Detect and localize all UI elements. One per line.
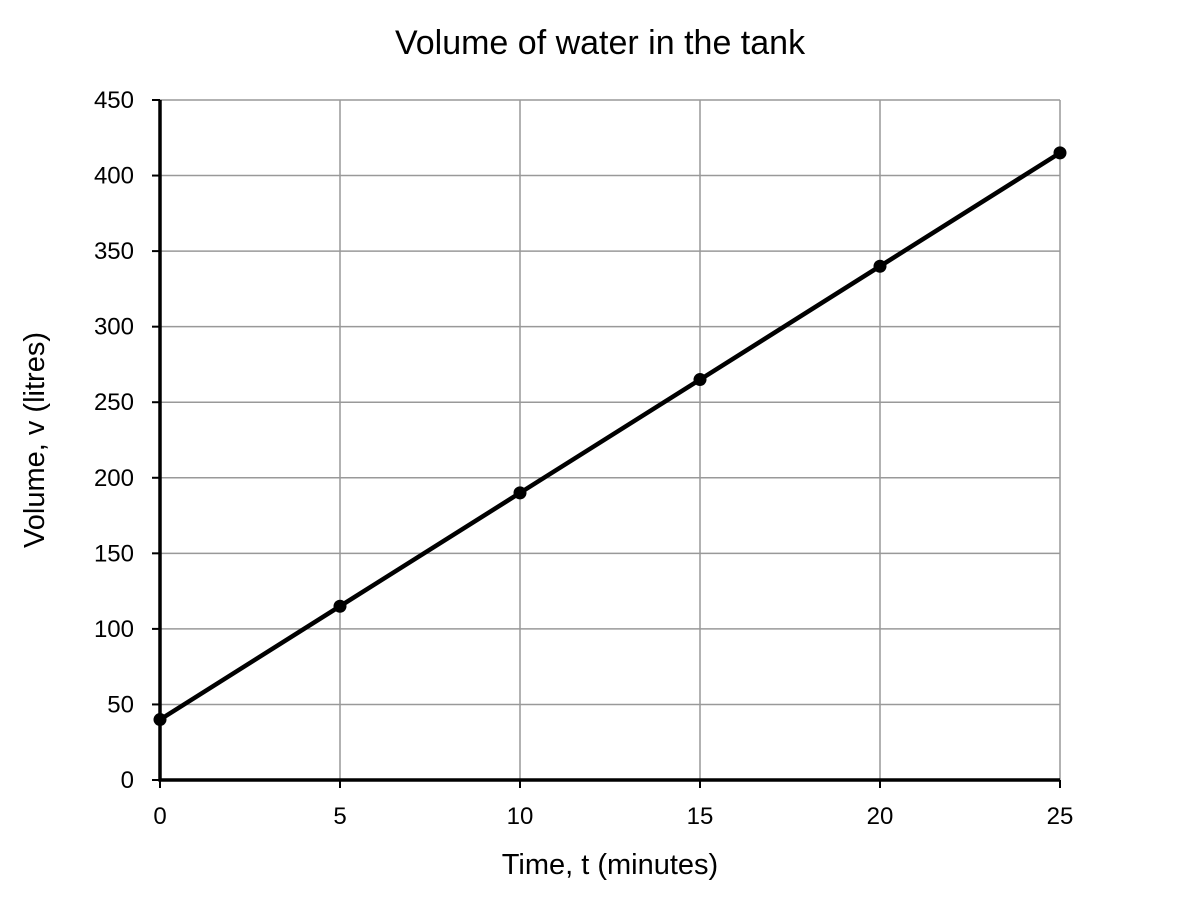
y-tick-label: 0 bbox=[121, 767, 134, 794]
data-point bbox=[333, 599, 347, 613]
y-tick-label: 200 bbox=[94, 465, 134, 492]
y-tick-label: 150 bbox=[94, 540, 134, 567]
tick-labels: 0 50 100 150 200 250 300 350 400 450 0 5 10 15 20 25 bbox=[94, 87, 1073, 830]
y-tick-label: 400 bbox=[94, 163, 134, 190]
data-point bbox=[153, 713, 167, 727]
x-axis-label: Time, t (minutes) bbox=[502, 849, 718, 881]
y-tick-label: 100 bbox=[94, 616, 134, 643]
data-series bbox=[153, 146, 1067, 727]
data-point bbox=[1053, 146, 1067, 160]
x-tick-label: 0 bbox=[153, 803, 166, 830]
x-tick-label: 10 bbox=[507, 803, 534, 830]
y-tick-label: 450 bbox=[94, 87, 134, 114]
chart-title: Volume of water in the tank bbox=[395, 24, 806, 62]
data-point bbox=[693, 373, 707, 387]
x-tick-label: 20 bbox=[867, 803, 894, 830]
x-tick-label: 15 bbox=[687, 803, 714, 830]
data-point bbox=[513, 486, 527, 500]
data-point bbox=[873, 259, 887, 273]
x-tick-label: 5 bbox=[333, 803, 346, 830]
y-tick-label: 300 bbox=[94, 314, 134, 341]
axes bbox=[152, 99, 1061, 788]
y-tick-label: 250 bbox=[94, 389, 134, 416]
y-axis-label: Volume, v (litres) bbox=[19, 332, 51, 548]
y-tick-label: 50 bbox=[107, 691, 134, 718]
grid-lines bbox=[159, 99, 1061, 781]
y-tick-label: 350 bbox=[94, 238, 134, 265]
x-tick-label: 25 bbox=[1047, 803, 1074, 830]
series-line bbox=[158, 150, 1062, 722]
